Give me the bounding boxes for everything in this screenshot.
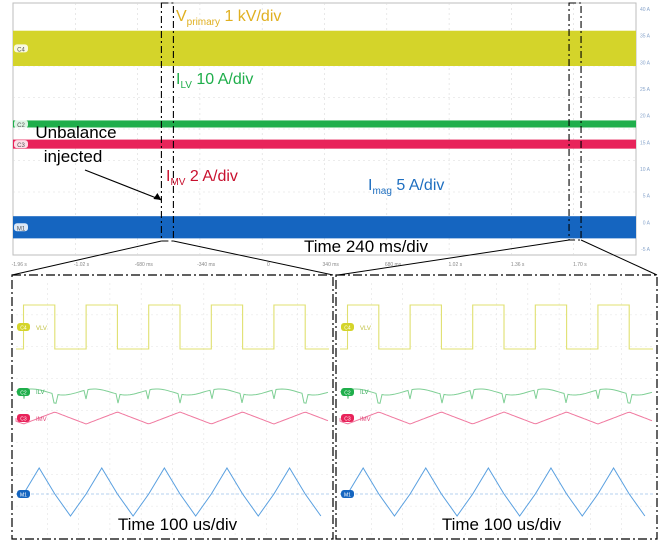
trace-imv xyxy=(339,411,653,425)
overview-right-tick: 5 A xyxy=(643,194,651,200)
channel-marker-label: M1 xyxy=(344,493,351,499)
overview-right-tick: 10 A xyxy=(640,167,651,173)
trace-imag xyxy=(340,467,646,517)
overview-x-tick: 1.70 s xyxy=(573,262,587,268)
overview-right-tick: 35 A xyxy=(640,34,651,40)
channel-marker-bg xyxy=(14,223,28,232)
channel-marker-bg xyxy=(17,388,30,396)
channel-marker-label: C4 xyxy=(20,326,27,332)
channel-marker-bg xyxy=(341,388,354,396)
label-time-zoom: Time 100 us/div xyxy=(442,515,562,534)
label-unbalance: Unbalance xyxy=(35,123,116,142)
overview-right-tick: 0 A xyxy=(643,220,651,226)
overview-x-tick: -1.96 s xyxy=(12,262,28,268)
label-imv: IMV 2 A/div xyxy=(166,168,238,188)
channel-marker-c3: C3 xyxy=(341,414,354,423)
legend-vlv: VLV xyxy=(36,326,47,332)
zoom-connector xyxy=(580,239,658,276)
trace-vlv xyxy=(340,304,653,350)
label-injected: injected xyxy=(44,147,103,166)
label-ilv: ILV 10 A/div xyxy=(176,71,253,91)
overview-x-tick: 1.02 s xyxy=(449,262,463,268)
channel-marker-bg xyxy=(17,414,30,422)
legend-imv: IMV xyxy=(360,417,371,423)
channel-marker-label: C4 xyxy=(344,326,351,332)
channel-marker-bg xyxy=(341,490,354,498)
channel-marker-m1: M1 xyxy=(341,490,354,499)
overview-right-tick: 15 A xyxy=(640,140,651,146)
zoom-frame xyxy=(11,274,334,540)
event-arrow xyxy=(84,169,162,201)
label-vprimary: Vprimary 1 kV/div xyxy=(176,8,281,28)
overview-right-tick: 30 A xyxy=(640,60,651,66)
channel-marker-label: C3 xyxy=(20,417,27,423)
channel-marker-label: M1 xyxy=(20,493,27,499)
event-arrowhead xyxy=(153,193,162,200)
label-time-zoom: Time 100 us/div xyxy=(118,515,238,534)
event-window-end xyxy=(568,2,582,241)
channel-marker-bg xyxy=(17,323,30,331)
channel-marker-c2: C2 xyxy=(17,388,30,397)
zoom-panel-after: C4 C2 C3 M1 VLV ILV IMV Time 100 us/div xyxy=(335,274,658,540)
overview-x-tick: -1.02 s xyxy=(74,262,90,268)
overview-band-v-primary xyxy=(13,30,636,66)
overview-x-tick: 680 ms xyxy=(385,262,402,268)
channel-marker-m1: M1 xyxy=(17,490,30,499)
label-imag: Imag 5 A/div xyxy=(368,177,444,197)
trace-vlv xyxy=(16,304,329,350)
trace-ilv xyxy=(15,388,329,404)
legend-ilv: ILV xyxy=(360,390,369,396)
channel-marker-c4: C4 xyxy=(17,323,30,332)
channel-marker-c3: C3 xyxy=(14,140,28,149)
channel-marker-label: C3 xyxy=(17,143,25,149)
zoom-panel-before: C4 C2 C3 M1 VLV ILV IMV Time 100 us/div xyxy=(11,274,334,540)
legend-ilv: ILV xyxy=(36,390,45,396)
overview-x-tick: -340 ms xyxy=(197,262,216,268)
overview-x-tick: 340 ms xyxy=(323,262,340,268)
overview-band-i-mv xyxy=(13,139,636,149)
overview-x-tick: 0 xyxy=(267,262,270,268)
zoom-connector xyxy=(173,240,334,276)
overview-x-tick: -680 ms xyxy=(135,262,154,268)
channel-marker-bg xyxy=(14,44,28,53)
channel-marker-c2: C2 xyxy=(14,119,28,129)
channel-marker-bg xyxy=(14,119,28,128)
channel-marker-label: C2 xyxy=(344,391,351,397)
channel-marker-bg xyxy=(341,414,354,422)
overview-band-i-mag xyxy=(13,216,636,239)
legend-imv: IMV xyxy=(36,417,47,423)
channel-marker-c4: C4 xyxy=(341,323,354,332)
channel-marker-bg xyxy=(14,140,28,149)
channel-marker-c3: C3 xyxy=(17,414,30,423)
overview-right-tick: -5 A xyxy=(641,247,651,253)
channel-marker-bg xyxy=(17,490,30,498)
label-time-overview: Time 240 ms/div xyxy=(304,237,429,256)
zoom-connector xyxy=(337,239,570,276)
channel-marker-c4: C4 xyxy=(14,44,28,53)
channel-marker-bg xyxy=(341,323,354,331)
channel-marker-label: M1 xyxy=(17,226,26,232)
event-window-start xyxy=(160,2,174,242)
zoom-connector xyxy=(11,240,162,276)
channel-marker-label: C2 xyxy=(17,123,25,129)
trace-imv xyxy=(15,411,329,425)
overview-x-tick: 1.36 s xyxy=(511,262,525,268)
channel-marker-c2: C2 xyxy=(341,388,354,397)
overview-right-tick: 40 A xyxy=(640,7,651,13)
channel-marker-label: C3 xyxy=(344,417,351,423)
overview-right-tick: 25 A xyxy=(640,87,651,93)
legend-vlv: VLV xyxy=(360,326,371,332)
channel-marker-label: C4 xyxy=(17,47,25,53)
zoom-frame xyxy=(335,274,658,540)
overview-band-i-lv xyxy=(13,120,636,128)
trace-ilv xyxy=(339,388,653,404)
channel-marker-label: C2 xyxy=(20,391,27,397)
overview-right-tick: 20 A xyxy=(640,114,651,120)
channel-marker-m1: M1 xyxy=(14,223,28,232)
trace-imag xyxy=(16,467,322,517)
